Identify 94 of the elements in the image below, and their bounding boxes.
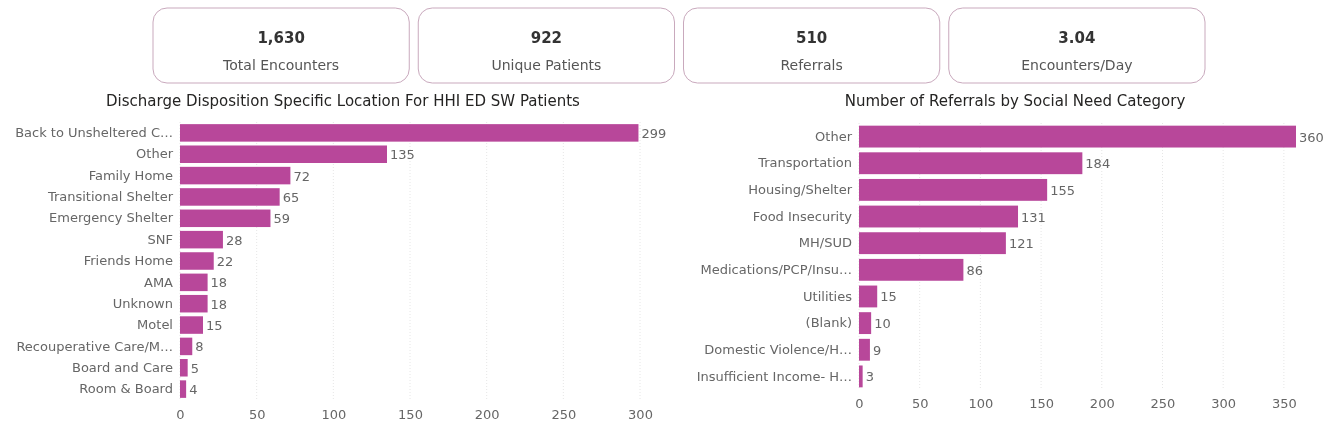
y-tick-label: Board and Care [71,359,173,375]
y-tick-label: Family Home [88,167,173,183]
x-tick-label: 150 [1029,396,1054,412]
y-tick-label: Housing/Shelter [748,182,853,198]
x-tick-label: 0 [176,407,185,423]
bar [859,125,1296,148]
x-tick-label: 350 [1271,396,1297,412]
data-label: 299 [641,125,667,141]
data-label: 131 [1021,209,1046,225]
data-label: 86 [966,262,983,278]
data-label: 10 [874,316,891,332]
bar [180,230,223,249]
data-label: 65 [282,189,300,205]
data-label: 3 [865,369,874,385]
x-tick-label: 250 [551,407,577,423]
bar [180,209,271,228]
text: 922 [530,29,563,47]
x-tick-label: 0 [855,396,864,412]
data-label: 22 [216,254,234,269]
text: Referrals [780,57,843,73]
x-tick-label: 300 [1211,396,1237,412]
bar [859,258,964,281]
bar [180,316,203,334]
data-label: 5 [190,360,199,376]
y-tick-label: MH/SUD [798,235,852,251]
x-tick-label: 100 [321,407,347,423]
bar [180,273,208,292]
y-tick-label: Friends Home [83,253,173,269]
y-tick-label: Transportation [757,155,852,171]
y-tick-label: AMA [143,274,174,290]
bar [859,178,1048,201]
bar [859,285,878,308]
bar [180,145,387,163]
data-label: 360 [1299,129,1324,145]
data-label: 8 [195,339,204,355]
chart-title: Number of Referrals by Social Need Category [844,92,1186,110]
bar [180,166,291,185]
bar [859,338,870,361]
y-tick-label: Emergency Shelter [49,210,174,226]
data-label: 4 [189,382,198,398]
y-tick-label: Food Insecurity [752,208,853,224]
y-tick-label: Medications/PCP/Insu… [700,261,852,277]
data-label: 121 [1008,236,1034,252]
data-label: 28 [225,232,243,248]
text: 1,630 [257,29,305,47]
data-label: 135 [390,147,415,163]
bar [859,312,872,335]
data-label: 184 [1085,156,1111,172]
bar [180,188,280,206]
y-tick-label: Other [136,146,174,162]
bar [859,365,863,388]
y-tick-label: SNF [147,231,173,247]
y-tick-label: Other [815,128,853,144]
text: Total Encounters [222,57,340,73]
x-tick-label: 200 [1089,396,1115,412]
bar [859,232,1006,255]
chart-title: Discharge Disposition Specific Location For HHI ED SW Patients [106,92,581,110]
data-label: 15 [206,318,223,334]
x-tick-label: 150 [398,407,423,423]
x-tick-label: 200 [474,407,500,423]
x-tick-label: 50 [911,396,929,412]
y-tick-label: Room & Board [79,381,173,397]
bar [180,359,188,377]
y-tick-label: Recouperative Care/M… [16,338,173,354]
data-label: 72 [293,168,310,184]
data-label: 155 [1050,182,1075,198]
x-tick-label: 300 [628,407,653,423]
y-tick-label: Utilities [803,288,853,304]
bar [180,124,639,142]
bar [859,205,1019,228]
bar [180,294,208,313]
bar [859,152,1083,175]
y-tick-label: Insufficient Income- H… [696,368,852,384]
x-tick-label: 50 [248,407,266,423]
text: 3.04 [1058,29,1096,47]
data-label: 18 [210,296,228,312]
bar [180,380,187,398]
data-label: 59 [273,211,291,227]
bar [180,337,193,356]
text: Unique Patients [491,57,602,73]
y-tick-label: (Blank) [805,315,852,331]
text: Encounters/Day [1021,57,1133,73]
bar [180,252,214,270]
y-tick-label: Domestic Violence/H… [704,341,852,357]
y-tick-label: Motel [137,317,173,333]
data-label: 9 [872,342,882,358]
x-tick-label: 100 [968,396,994,412]
y-tick-label: Back to Unsheltered C… [15,125,173,141]
y-tick-label: Transitional Shelter [46,189,174,205]
x-tick-label: 250 [1150,396,1176,412]
data-label: 15 [880,289,897,305]
text: 510 [795,29,828,47]
data-label: 18 [210,275,228,291]
y-tick-label: Unknown [112,295,173,311]
